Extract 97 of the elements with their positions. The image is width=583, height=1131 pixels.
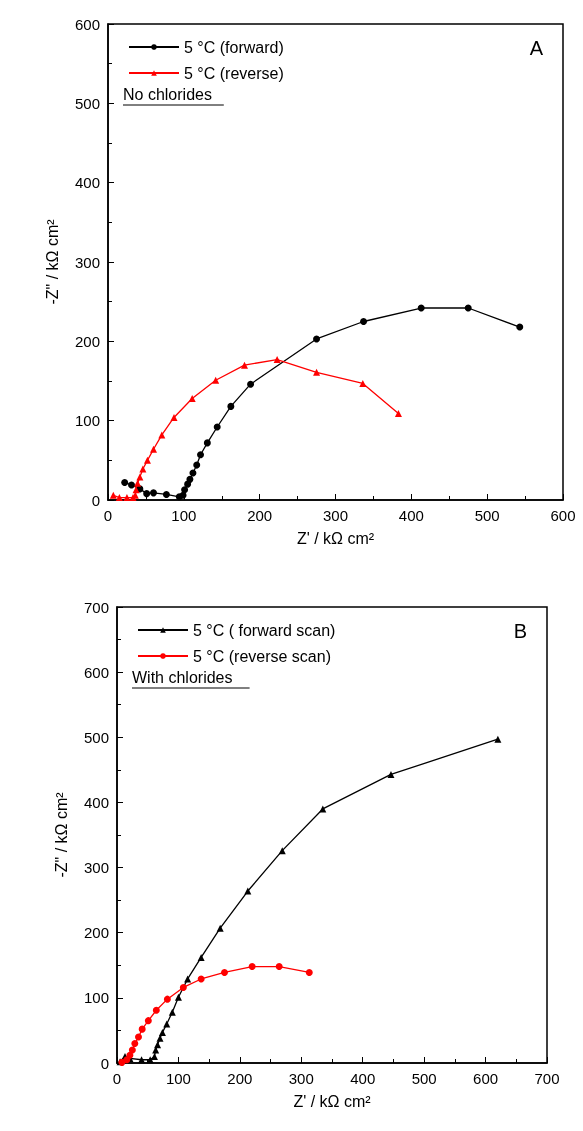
x-tick-label: 300 <box>322 507 349 524</box>
point <box>150 445 157 453</box>
point <box>123 494 131 502</box>
annotation: B <box>513 620 527 642</box>
legend-label: 5 °C ( forward scan) <box>193 621 336 639</box>
point <box>247 380 255 388</box>
legend-label: 5 °C (reverse) <box>184 64 284 82</box>
point <box>188 394 196 402</box>
y-tick-label: 300 <box>83 859 109 877</box>
point <box>313 368 321 376</box>
point <box>135 1033 142 1041</box>
x-tick-label: 100 <box>165 1070 191 1087</box>
x-tick-label: 400 <box>350 1070 376 1087</box>
x-tick-label: 100 <box>171 507 197 524</box>
x-tick-label: 600 <box>550 507 576 524</box>
point <box>248 963 256 971</box>
point <box>275 963 283 971</box>
x-tick-label: 500 <box>411 1070 437 1087</box>
x-tick-label: 600 <box>473 1070 499 1087</box>
y-axis-title: -Z" / kΩ cm² <box>52 791 70 878</box>
point <box>241 361 248 369</box>
point <box>313 335 321 343</box>
y-tick-label: 300 <box>74 253 100 271</box>
point <box>244 887 252 895</box>
y-tick-label: 200 <box>83 924 109 942</box>
point <box>193 461 201 469</box>
y-tick-label: 0 <box>91 491 100 509</box>
y-tick-label: 400 <box>83 793 109 811</box>
point <box>152 1006 160 1014</box>
point <box>221 968 228 976</box>
point <box>156 1034 164 1042</box>
y-tick-label: 200 <box>74 332 100 350</box>
point <box>150 1052 158 1060</box>
point <box>359 379 367 387</box>
point <box>128 1046 136 1054</box>
y-tick-label: 500 <box>83 728 109 746</box>
x-axis-title: Z' / kΩ cm² <box>296 529 375 547</box>
x-tick-label: 200 <box>247 507 273 524</box>
x-tick-label: 0 <box>112 1070 122 1087</box>
point <box>197 451 205 459</box>
x-tick-label: 300 <box>288 1070 314 1087</box>
y-tick-label: 700 <box>83 598 109 616</box>
legend-label: 5 °C (reverse scan) <box>193 647 331 665</box>
annotation: A <box>529 37 544 59</box>
x-axis-title: Z' / kΩ cm² <box>293 1092 372 1110</box>
point <box>174 993 182 1001</box>
x-tick-label: 700 <box>534 1070 560 1087</box>
legend-label: 5 °C (forward) <box>184 38 284 56</box>
point <box>212 376 220 384</box>
point <box>154 1041 162 1049</box>
point <box>134 479 142 487</box>
point <box>464 304 472 312</box>
point <box>158 1028 166 1036</box>
point <box>179 983 187 991</box>
x-tick-label: 200 <box>227 1070 253 1087</box>
point <box>203 439 211 447</box>
y-tick-label: 400 <box>74 174 100 192</box>
point <box>186 475 194 483</box>
point <box>360 318 368 325</box>
y-tick-label: 500 <box>74 94 100 112</box>
point <box>387 770 395 778</box>
point <box>150 489 157 497</box>
point <box>144 1017 152 1025</box>
y-tick-label: 100 <box>74 412 100 430</box>
point <box>162 490 170 498</box>
point <box>273 356 281 364</box>
annotation: No chlorides <box>123 85 212 103</box>
point <box>494 735 502 743</box>
point <box>143 456 151 464</box>
point <box>216 924 224 932</box>
y-tick-label: 600 <box>74 15 100 33</box>
point <box>121 479 129 487</box>
point <box>227 402 235 410</box>
point <box>170 413 178 421</box>
point <box>131 1039 139 1047</box>
point <box>197 953 205 961</box>
point <box>181 486 189 494</box>
point <box>139 465 147 473</box>
point <box>128 481 136 489</box>
point <box>138 1056 146 1064</box>
y-tick-label: 0 <box>100 1054 109 1072</box>
point <box>132 486 140 494</box>
y-axis-title: -Z" / kΩ cm² <box>43 218 61 305</box>
point <box>138 1025 146 1033</box>
y-tick-label: 100 <box>83 989 109 1007</box>
point <box>163 995 171 1003</box>
point <box>516 323 524 331</box>
point <box>168 1008 176 1016</box>
point <box>143 490 151 498</box>
point <box>115 494 123 502</box>
x-tick-label: 400 <box>398 507 424 524</box>
y-tick-label: 600 <box>83 663 109 681</box>
annotation: With chlorides <box>132 668 233 686</box>
x-tick-label: 500 <box>474 507 500 524</box>
point <box>394 410 402 418</box>
point <box>197 975 205 983</box>
point <box>305 968 313 976</box>
